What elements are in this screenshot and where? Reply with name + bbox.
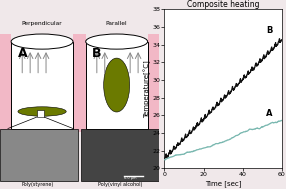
Text: B: B <box>266 26 273 35</box>
Text: B: B <box>92 47 102 60</box>
Text: Parallel: Parallel <box>106 21 128 26</box>
X-axis label: Time [sec]: Time [sec] <box>205 180 241 187</box>
FancyBboxPatch shape <box>148 34 159 132</box>
FancyBboxPatch shape <box>86 42 148 129</box>
FancyBboxPatch shape <box>37 110 44 117</box>
Ellipse shape <box>18 107 66 116</box>
Y-axis label: Temperature[°C]: Temperature[°C] <box>143 60 151 118</box>
FancyBboxPatch shape <box>0 129 78 181</box>
FancyBboxPatch shape <box>73 34 86 132</box>
Text: A: A <box>17 47 27 60</box>
FancyBboxPatch shape <box>11 42 73 129</box>
FancyBboxPatch shape <box>81 129 159 181</box>
Ellipse shape <box>104 58 130 112</box>
Text: Poly(vinyl alcohol): Poly(vinyl alcohol) <box>98 182 143 187</box>
Ellipse shape <box>11 34 73 49</box>
Text: 6.0 μm: 6.0 μm <box>124 176 136 180</box>
Ellipse shape <box>86 34 148 49</box>
FancyBboxPatch shape <box>0 34 11 132</box>
Title: Composite heating: Composite heating <box>187 0 259 9</box>
Text: Perpendicular: Perpendicular <box>22 21 62 26</box>
Text: A: A <box>266 109 273 118</box>
Text: Poly(styrene): Poly(styrene) <box>22 182 54 187</box>
